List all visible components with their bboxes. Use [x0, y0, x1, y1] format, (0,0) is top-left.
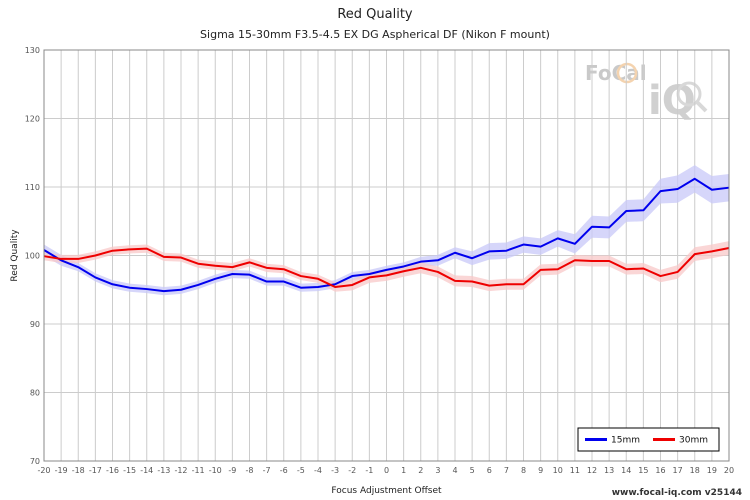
y-tick-label: 120: [25, 115, 40, 124]
x-tick-label: -8: [246, 466, 254, 475]
x-tick-label: -11: [192, 466, 205, 475]
series-lines: [43, 177, 730, 293]
y-tick-labels: 70 80 90 100 110 120 130: [25, 46, 40, 466]
y-tick-label: 80: [30, 389, 40, 398]
x-tick-label: 14: [621, 466, 631, 475]
x-tick-label: 17: [673, 466, 683, 475]
x-tick-label: 0: [384, 466, 389, 475]
x-tick-label: 11: [570, 466, 580, 475]
x-tick-label: 4: [452, 466, 457, 475]
x-tick-label: -2: [348, 466, 356, 475]
x-tick-label: -17: [89, 466, 102, 475]
footer-credit: www.focal-iq.com v25144: [611, 488, 742, 498]
legend-label-15mm: 15mm: [611, 436, 640, 446]
y-tick-label: 70: [30, 457, 40, 466]
x-tick-label: -14: [140, 466, 153, 475]
logo-ring-icon: [616, 62, 638, 84]
y-tick-label: 100: [25, 252, 40, 261]
x-tick-label: -5: [297, 466, 305, 475]
x-tick-label: 6: [487, 466, 492, 475]
legend-box: [577, 427, 720, 452]
chart-title: Red Quality: [337, 7, 413, 22]
x-tick-label: 2: [418, 466, 423, 475]
x-tick-label: -13: [157, 466, 170, 475]
x-tick-label: 8: [521, 466, 526, 475]
x-tick-label: -19: [55, 466, 68, 475]
x-tick-label: 1: [401, 466, 406, 475]
x-tick-label: 20: [724, 466, 734, 475]
x-tick-label: 18: [690, 466, 700, 475]
x-tick-label: -18: [72, 466, 85, 475]
x-tick-label: 10: [553, 466, 563, 475]
x-tick-label: -6: [280, 466, 288, 475]
x-tick-label: 9: [538, 466, 543, 475]
series-line-30mm: [43, 246, 730, 289]
logo-text-top: FoCal: [585, 61, 647, 85]
focal-iq-logo: FoCal iQ: [585, 61, 708, 124]
x-tick-label: -12: [174, 466, 187, 475]
band-30mm: [44, 241, 729, 292]
x-tick-label: -1: [365, 466, 373, 475]
x-tick-label: -16: [106, 466, 119, 475]
x-tick-label: -4: [314, 466, 322, 475]
x-tick-label: 3: [435, 466, 440, 475]
series-line-15mm: [43, 177, 730, 293]
x-axis-label: Focus Adjustment Offset: [331, 486, 442, 496]
plot-frame: [43, 49, 730, 462]
x-tick-label: -9: [228, 466, 236, 475]
x-tick-label: 16: [655, 466, 665, 475]
grid-lines: [43, 49, 730, 462]
logo-magnifier-handle: [695, 100, 708, 113]
x-tick-label: -10: [209, 466, 222, 475]
x-tick-label: -15: [123, 466, 136, 475]
logo-text-bottom: iQ: [648, 78, 696, 124]
x-tick-label: 19: [707, 466, 717, 475]
x-tick-label: 5: [470, 466, 475, 475]
legend-label-30mm: 30mm: [679, 436, 708, 446]
x-tick-label: 13: [604, 466, 614, 475]
x-tick-label: 15: [638, 466, 648, 475]
x-tick-label: -3: [331, 466, 339, 475]
y-tick-label: 130: [25, 46, 40, 55]
chart-subtitle: Sigma 15-30mm F3.5-4.5 EX DG Aspherical …: [200, 28, 550, 41]
x-tick-label: 12: [587, 466, 597, 475]
x-tick-label: -7: [263, 466, 271, 475]
x-tick-label: 7: [504, 466, 509, 475]
x-tick-label: -20: [37, 466, 50, 475]
y-axis-label: Red Quality: [10, 229, 20, 282]
x-tick-labels: -20 -19 -18 -17 -16 -15 -14 -13 -12 -11 -10 -9 -8 -7-…: [37, 466, 734, 475]
legend: 15mm 30mm: [577, 427, 720, 452]
y-tick-label: 90: [30, 320, 40, 329]
y-tick-label: 110: [25, 183, 40, 192]
